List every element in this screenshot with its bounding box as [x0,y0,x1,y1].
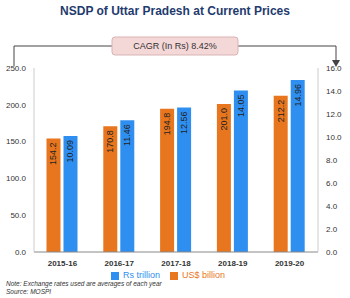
svg-text:CAGR (In Rs) 8.42%: CAGR (In Rs) 8.42% [133,41,217,51]
svg-text:2018-19: 2018-19 [218,259,248,268]
svg-text:10.0: 10.0 [326,133,342,142]
svg-text:2019-20: 2019-20 [275,259,305,268]
html-text:Rs trillion: Rs trillion [123,270,160,280]
svg-text:194.8: 194.8 [162,113,172,136]
svg-text:12.0: 12.0 [326,110,342,119]
svg-text:4.0: 4.0 [326,202,338,211]
html-text:US$ billion: US$ billion [182,270,225,280]
svg-text:0.0: 0.0 [15,248,27,257]
svg-text:200.0: 200.0 [8,101,27,110]
svg-text:16.0: 16.0 [326,64,342,73]
svg-text:10.09: 10.09 [65,140,75,163]
svg-text:50.0: 50.0 [10,211,26,220]
svg-text:201.0: 201.0 [219,108,229,131]
svg-text:2.0: 2.0 [326,225,338,234]
svg-text:14.96: 14.96 [293,84,303,107]
svg-text:100.0: 100.0 [8,174,27,183]
svg-text:6.0: 6.0 [326,179,338,188]
svg-text:8.0: 8.0 [326,156,338,165]
svg-text:14.0: 14.0 [326,87,342,96]
svg-text:2017-18: 2017-18 [161,259,191,268]
svg-text:2015-16: 2015-16 [48,259,78,268]
svg-text:250.0: 250.0 [8,64,27,73]
svg-text:14.05: 14.05 [236,94,246,117]
svg-text:154.2: 154.2 [48,143,58,166]
svg-text:12.56: 12.56 [179,112,189,135]
svg-text:150.0: 150.0 [8,137,27,146]
svg-text:212.2: 212.2 [276,100,286,123]
html-text:Source: MOSPI: Source: MOSPI [6,288,52,295]
svg-text:170.8: 170.8 [105,130,115,153]
html-text:Note: Exchange rates used are: Note: Exchange rates used are averages o… [6,280,162,287]
svg-text:0.0: 0.0 [326,248,338,257]
svg-text:2016-17: 2016-17 [105,259,135,268]
html-text:NSDP of Uttar Pradesh at Curre: NSDP of Uttar Pradesh at Current Prices [60,4,290,18]
svg-text:11.46: 11.46 [122,124,132,146]
